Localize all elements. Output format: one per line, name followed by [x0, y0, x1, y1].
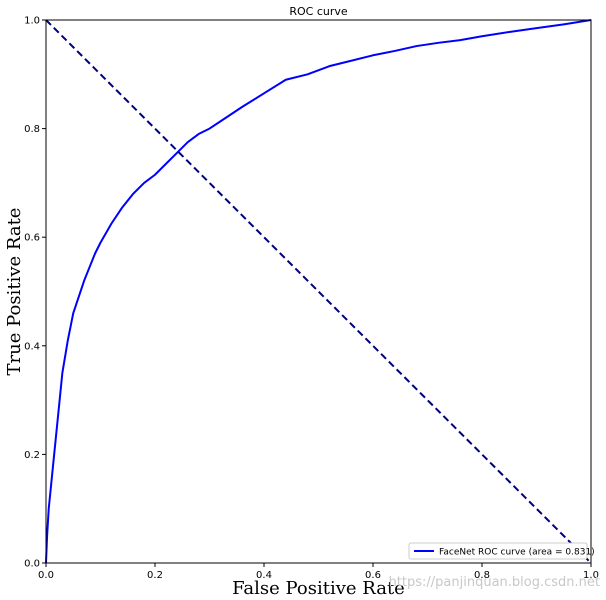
- roc-curve-line: [45, 19, 592, 564]
- axes-frame: [45, 19, 592, 564]
- chart-title: ROC curve: [289, 5, 348, 18]
- y-tick-label: 1.0: [24, 16, 40, 27]
- y-tick-label: 0.4: [24, 341, 40, 352]
- y-ticks: 0.0 0.2 0.4 0.6 0.8 1.0: [24, 16, 46, 570]
- y-tick-label: 0.8: [24, 124, 40, 135]
- x-axis-label: False Positive Rate: [232, 578, 405, 599]
- x-tick-label: 0.6: [365, 570, 381, 581]
- y-axis-label: True Positive Rate: [4, 208, 25, 376]
- legend-entry: FaceNet ROC curve (area = 0.831): [439, 548, 595, 558]
- x-tick-label: 0.2: [147, 570, 163, 581]
- x-ticks: 0.0 0.2 0.4 0.6 0.8 1.0: [38, 563, 599, 581]
- x-tick-label: 0.4: [256, 570, 272, 581]
- legend: FaceNet ROC curve (area = 0.831): [408, 542, 595, 560]
- y-tick-label: 0.6: [24, 233, 40, 244]
- chance-diagonal-line: [45, 19, 592, 564]
- y-tick-label: 0.2: [24, 450, 40, 461]
- y-tick-label: 0.0: [24, 559, 40, 570]
- x-tick-label: 0.8: [474, 570, 490, 581]
- x-tick-label: 1.0: [583, 570, 599, 581]
- x-tick-label: 0.0: [38, 570, 54, 581]
- watermark-text: https://panjinquan.blog.csdn.net: [389, 575, 600, 590]
- legend-box: [408, 542, 588, 560]
- curves-layer: [45, 19, 592, 564]
